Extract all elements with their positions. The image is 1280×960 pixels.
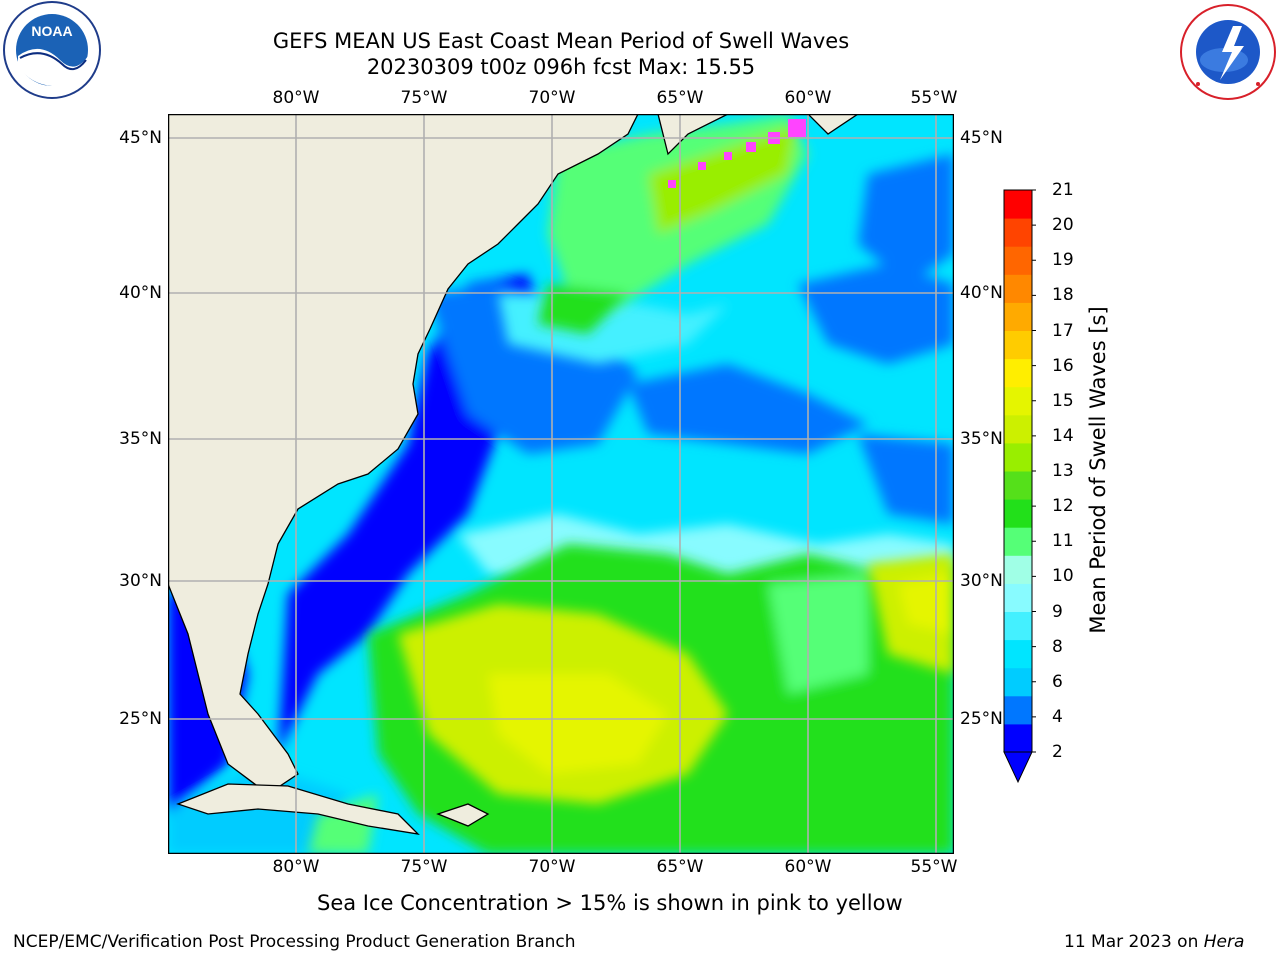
- lat-label-right-35n: 35°N: [960, 429, 1003, 449]
- footer-credit: NCEP/EMC/Verification Post Processing Pr…: [13, 932, 576, 952]
- lat-label-right-45n: 45°N: [960, 128, 1003, 148]
- colorbar-label: Mean Period of Swell Waves [s]: [1086, 306, 1110, 634]
- svg-text:NOAA: NOAA: [31, 23, 72, 39]
- lon-label-top-70w: 70°W: [528, 88, 576, 108]
- lon-label-top-55w: 55°W: [910, 88, 958, 108]
- nws-logo: [1178, 2, 1278, 102]
- footer-date-text: 11 Mar 2023 on: [1064, 932, 1204, 952]
- lat-label-left-40n: 40°N: [119, 283, 162, 303]
- noaa-logo: NOAA: [0, 0, 104, 104]
- colorbar-segment: [1004, 302, 1032, 331]
- chart-subtitle: 20230309 t00z 096h fcst Max: 15.55: [366, 55, 756, 79]
- colorbar-segment: [1004, 358, 1032, 388]
- lat-label-right-25n: 25°N: [960, 709, 1003, 729]
- colorbar-segment: [1004, 555, 1032, 584]
- lat-label-right-40n: 40°N: [960, 283, 1003, 303]
- colorbar-tick-label: 9: [1052, 601, 1063, 622]
- colorbar: [1000, 188, 1036, 784]
- colorbar-tick-label: 2: [1052, 742, 1063, 762]
- sea-ice-caption: Sea Ice Concentration > 15% is shown in …: [317, 891, 903, 915]
- colorbar-graphic: [1003, 189, 1036, 784]
- colorbar-segment: [1004, 190, 1032, 219]
- lon-label-bottom-60w: 60°W: [784, 857, 832, 877]
- colorbar-tick-label: 4: [1052, 706, 1063, 727]
- colorbar-segment: [1004, 583, 1032, 612]
- colorbar-tick-label: 21: [1052, 180, 1074, 200]
- colorbar-tick-label: 19: [1052, 250, 1074, 271]
- lon-label-top-60w: 60°W: [784, 88, 832, 108]
- colorbar-tick-label: 12: [1052, 496, 1074, 517]
- lon-label-top-65w: 65°W: [656, 88, 704, 108]
- lat-label-left-45n: 45°N: [119, 128, 162, 148]
- footer-host: Hera: [1203, 932, 1245, 952]
- colorbar-segment: [1004, 274, 1032, 303]
- colorbar-tick-label: 18: [1052, 285, 1074, 306]
- colorbar-extend-triangle: [1003, 751, 1033, 784]
- colorbar-tick-label: 11: [1052, 531, 1074, 552]
- lon-label-bottom-70w: 70°W: [528, 857, 576, 877]
- colorbar-segment: [1004, 246, 1032, 275]
- lat-label-left-35n: 35°N: [119, 429, 162, 449]
- swell-period-map: [167, 113, 955, 855]
- lon-label-top-75w: 75°W: [400, 88, 448, 108]
- footer-date: 11 Mar 2023 on Hera: [1064, 932, 1244, 952]
- colorbar-segment: [1004, 695, 1032, 725]
- cuba: [176, 783, 420, 835]
- colorbar-segment: [1004, 639, 1032, 669]
- colorbar-segment: [1004, 442, 1032, 472]
- colorbar-segment: [1004, 218, 1032, 247]
- colorbar-tick-label: 16: [1052, 355, 1074, 376]
- lon-label-bottom-80w: 80°W: [272, 857, 320, 877]
- colorbar-segment: [1004, 330, 1032, 360]
- colorbar-segment: [1004, 386, 1032, 416]
- colorbar-segment: [1004, 611, 1032, 641]
- lat-label-right-30n: 30°N: [960, 571, 1003, 591]
- colorbar-tick-label: 8: [1052, 636, 1063, 657]
- colorbar-tick-label: 17: [1052, 320, 1074, 341]
- colorbar-tick-label: 15: [1052, 390, 1074, 411]
- lat-label-left-25n: 25°N: [119, 709, 162, 729]
- colorbar-segment: [1004, 414, 1032, 444]
- lat-label-left-30n: 30°N: [119, 571, 162, 591]
- colorbar-segment: [1004, 527, 1032, 556]
- colorbar-tick-label: 14: [1052, 425, 1074, 446]
- colorbar-segment: [1004, 667, 1032, 697]
- colorbar-tick-label: 10: [1052, 566, 1074, 587]
- colorbar-segment: [1004, 723, 1032, 753]
- lon-label-bottom-65w: 65°W: [656, 857, 704, 877]
- colorbar-segment: [1004, 499, 1032, 528]
- graticule: [168, 114, 954, 854]
- colorbar-tick-label: 6: [1052, 671, 1063, 692]
- colorbar-segment: [1004, 471, 1032, 500]
- map-area: [167, 113, 955, 855]
- colorbar-tick-label: 20: [1052, 215, 1074, 236]
- lon-label-top-80w: 80°W: [272, 88, 320, 108]
- lon-label-bottom-75w: 75°W: [400, 857, 448, 877]
- colorbar-tick-label: 13: [1052, 461, 1074, 481]
- lon-label-bottom-55w: 55°W: [910, 857, 958, 877]
- chart-title: GEFS MEAN US East Coast Mean Period of S…: [272, 29, 850, 53]
